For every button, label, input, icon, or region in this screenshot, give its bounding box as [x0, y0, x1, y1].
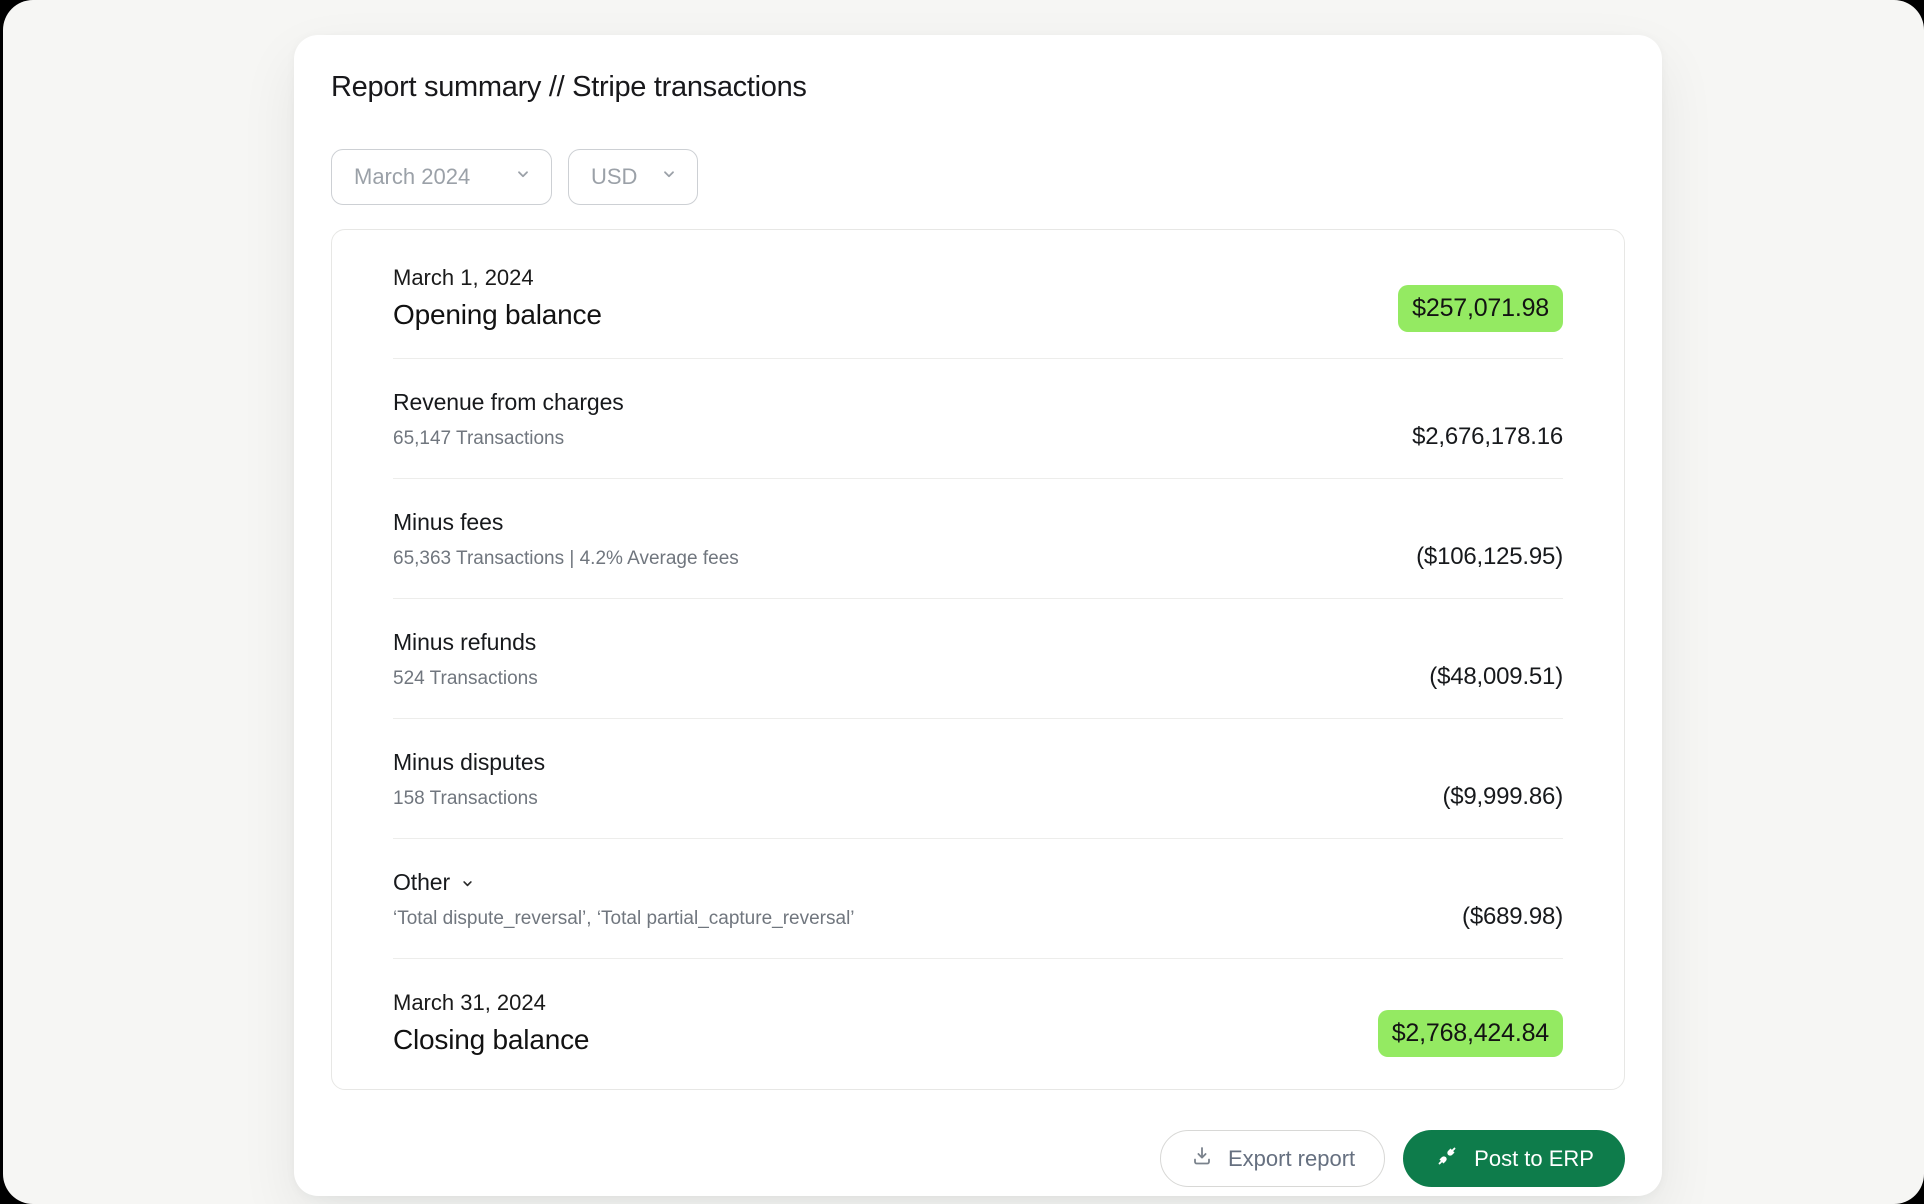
opening-balance-label: Opening balance	[393, 299, 602, 330]
app-background: Report summary // Stripe transactions Ma…	[3, 0, 1924, 1204]
row-label: Minus fees	[393, 509, 504, 535]
period-select[interactable]: March 2024	[331, 149, 552, 205]
row-minus-fees: Minus fees 65,363 Transactions | 4.2% Av…	[393, 478, 1563, 598]
period-select-value: March 2024	[354, 164, 471, 189]
row-meta: 65,363 Transactions | 4.2% Average fees	[393, 548, 739, 569]
chevron-down-icon	[659, 164, 679, 190]
report-summary-card: March 1, 2024 Opening balance $257,071.9…	[331, 229, 1625, 1090]
post-to-erp-button[interactable]: Post to ERP	[1403, 1130, 1625, 1187]
download-icon	[1190, 1144, 1214, 1174]
row-other: Other ‘Total dispute_reversal’, ‘Total p…	[393, 838, 1563, 958]
opening-balance-amount: $257,071.98	[1398, 285, 1563, 332]
currency-select-value: USD	[591, 164, 638, 189]
row-label: Minus disputes	[393, 749, 546, 775]
plug-connection-icon	[1434, 1143, 1460, 1175]
closing-balance-date: March 31, 2024	[393, 990, 546, 1015]
closing-balance-row: March 31, 2024 Closing balance $2,768,42…	[393, 958, 1563, 1089]
opening-balance-info: March 1, 2024 Opening balance	[393, 264, 602, 332]
export-report-button[interactable]: Export report	[1159, 1130, 1386, 1187]
row-amount: ($689.98)	[1462, 903, 1563, 930]
export-report-label: Export report	[1227, 1145, 1356, 1171]
chevron-down-icon	[459, 875, 476, 892]
row-info: Minus fees 65,363 Transactions | 4.2% Av…	[393, 507, 739, 571]
post-to-erp-label: Post to ERP	[1474, 1145, 1594, 1171]
chevron-down-icon	[513, 164, 533, 190]
row-amount: ($106,125.95)	[1416, 543, 1563, 570]
row-minus-refunds: Minus refunds 524 Transactions ($48,009.…	[393, 598, 1563, 718]
row-info: Other ‘Total dispute_reversal’, ‘Total p…	[393, 867, 855, 931]
page-title: Report summary // Stripe transactions	[331, 71, 807, 103]
row-minus-disputes: Minus disputes 158 Transactions ($9,999.…	[393, 718, 1563, 838]
closing-balance-info: March 31, 2024 Closing balance	[393, 989, 589, 1057]
row-info: Revenue from charges 65,147 Transactions	[393, 387, 624, 451]
currency-select[interactable]: USD	[568, 149, 698, 205]
row-label: Other	[393, 869, 451, 895]
row-meta: 524 Transactions	[393, 668, 538, 689]
row-meta: ‘Total dispute_reversal’, ‘Total partial…	[393, 908, 855, 929]
row-info: Minus refunds 524 Transactions	[393, 627, 538, 691]
row-amount: ($9,999.86)	[1442, 783, 1563, 810]
other-expander[interactable]: Other	[393, 867, 855, 897]
row-meta: 158 Transactions	[393, 788, 538, 809]
row-meta: 65,147 Transactions	[393, 428, 565, 449]
row-amount: $2,676,178.16	[1412, 423, 1563, 450]
row-revenue-from-charges: Revenue from charges 65,147 Transactions…	[393, 358, 1563, 478]
opening-balance-date: March 1, 2024	[393, 265, 534, 290]
closing-balance-amount: $2,768,424.84	[1377, 1010, 1563, 1057]
row-label: Minus refunds	[393, 629, 537, 655]
filters-bar: March 2024 USD	[331, 149, 1625, 205]
actions-bar: Export report Post to ERP	[331, 1130, 1625, 1187]
row-amount: ($48,009.51)	[1429, 663, 1563, 690]
opening-balance-row: March 1, 2024 Opening balance $257,071.9…	[393, 230, 1563, 358]
row-label: Revenue from charges	[393, 389, 624, 415]
closing-balance-label: Closing balance	[393, 1024, 590, 1055]
row-info: Minus disputes 158 Transactions	[393, 747, 545, 811]
report-panel: Report summary // Stripe transactions Ma…	[294, 35, 1662, 1196]
